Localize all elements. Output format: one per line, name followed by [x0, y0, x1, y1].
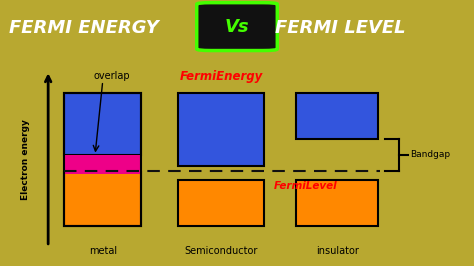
Bar: [64, 155, 141, 174]
Bar: [64, 93, 141, 226]
Text: FermiLevel: FermiLevel: [273, 181, 337, 190]
Text: Vs: Vs: [225, 18, 249, 36]
Bar: [296, 93, 378, 139]
Text: Bandgap: Bandgap: [410, 151, 450, 159]
Bar: [178, 180, 264, 226]
Text: FERMI LEVEL: FERMI LEVEL: [275, 19, 406, 37]
Text: Electron energy: Electron energy: [21, 119, 30, 200]
Bar: [296, 180, 378, 226]
FancyBboxPatch shape: [197, 3, 277, 51]
Bar: [64, 172, 141, 226]
Text: Semiconductor: Semiconductor: [184, 246, 258, 256]
Text: metal: metal: [89, 246, 117, 256]
Text: overlap: overlap: [93, 71, 130, 81]
Bar: [178, 93, 264, 166]
Text: FermiEnergy: FermiEnergy: [180, 70, 263, 83]
Text: FERMI ENERGY: FERMI ENERGY: [9, 19, 159, 37]
Text: insulator: insulator: [316, 246, 358, 256]
Bar: [64, 93, 141, 155]
